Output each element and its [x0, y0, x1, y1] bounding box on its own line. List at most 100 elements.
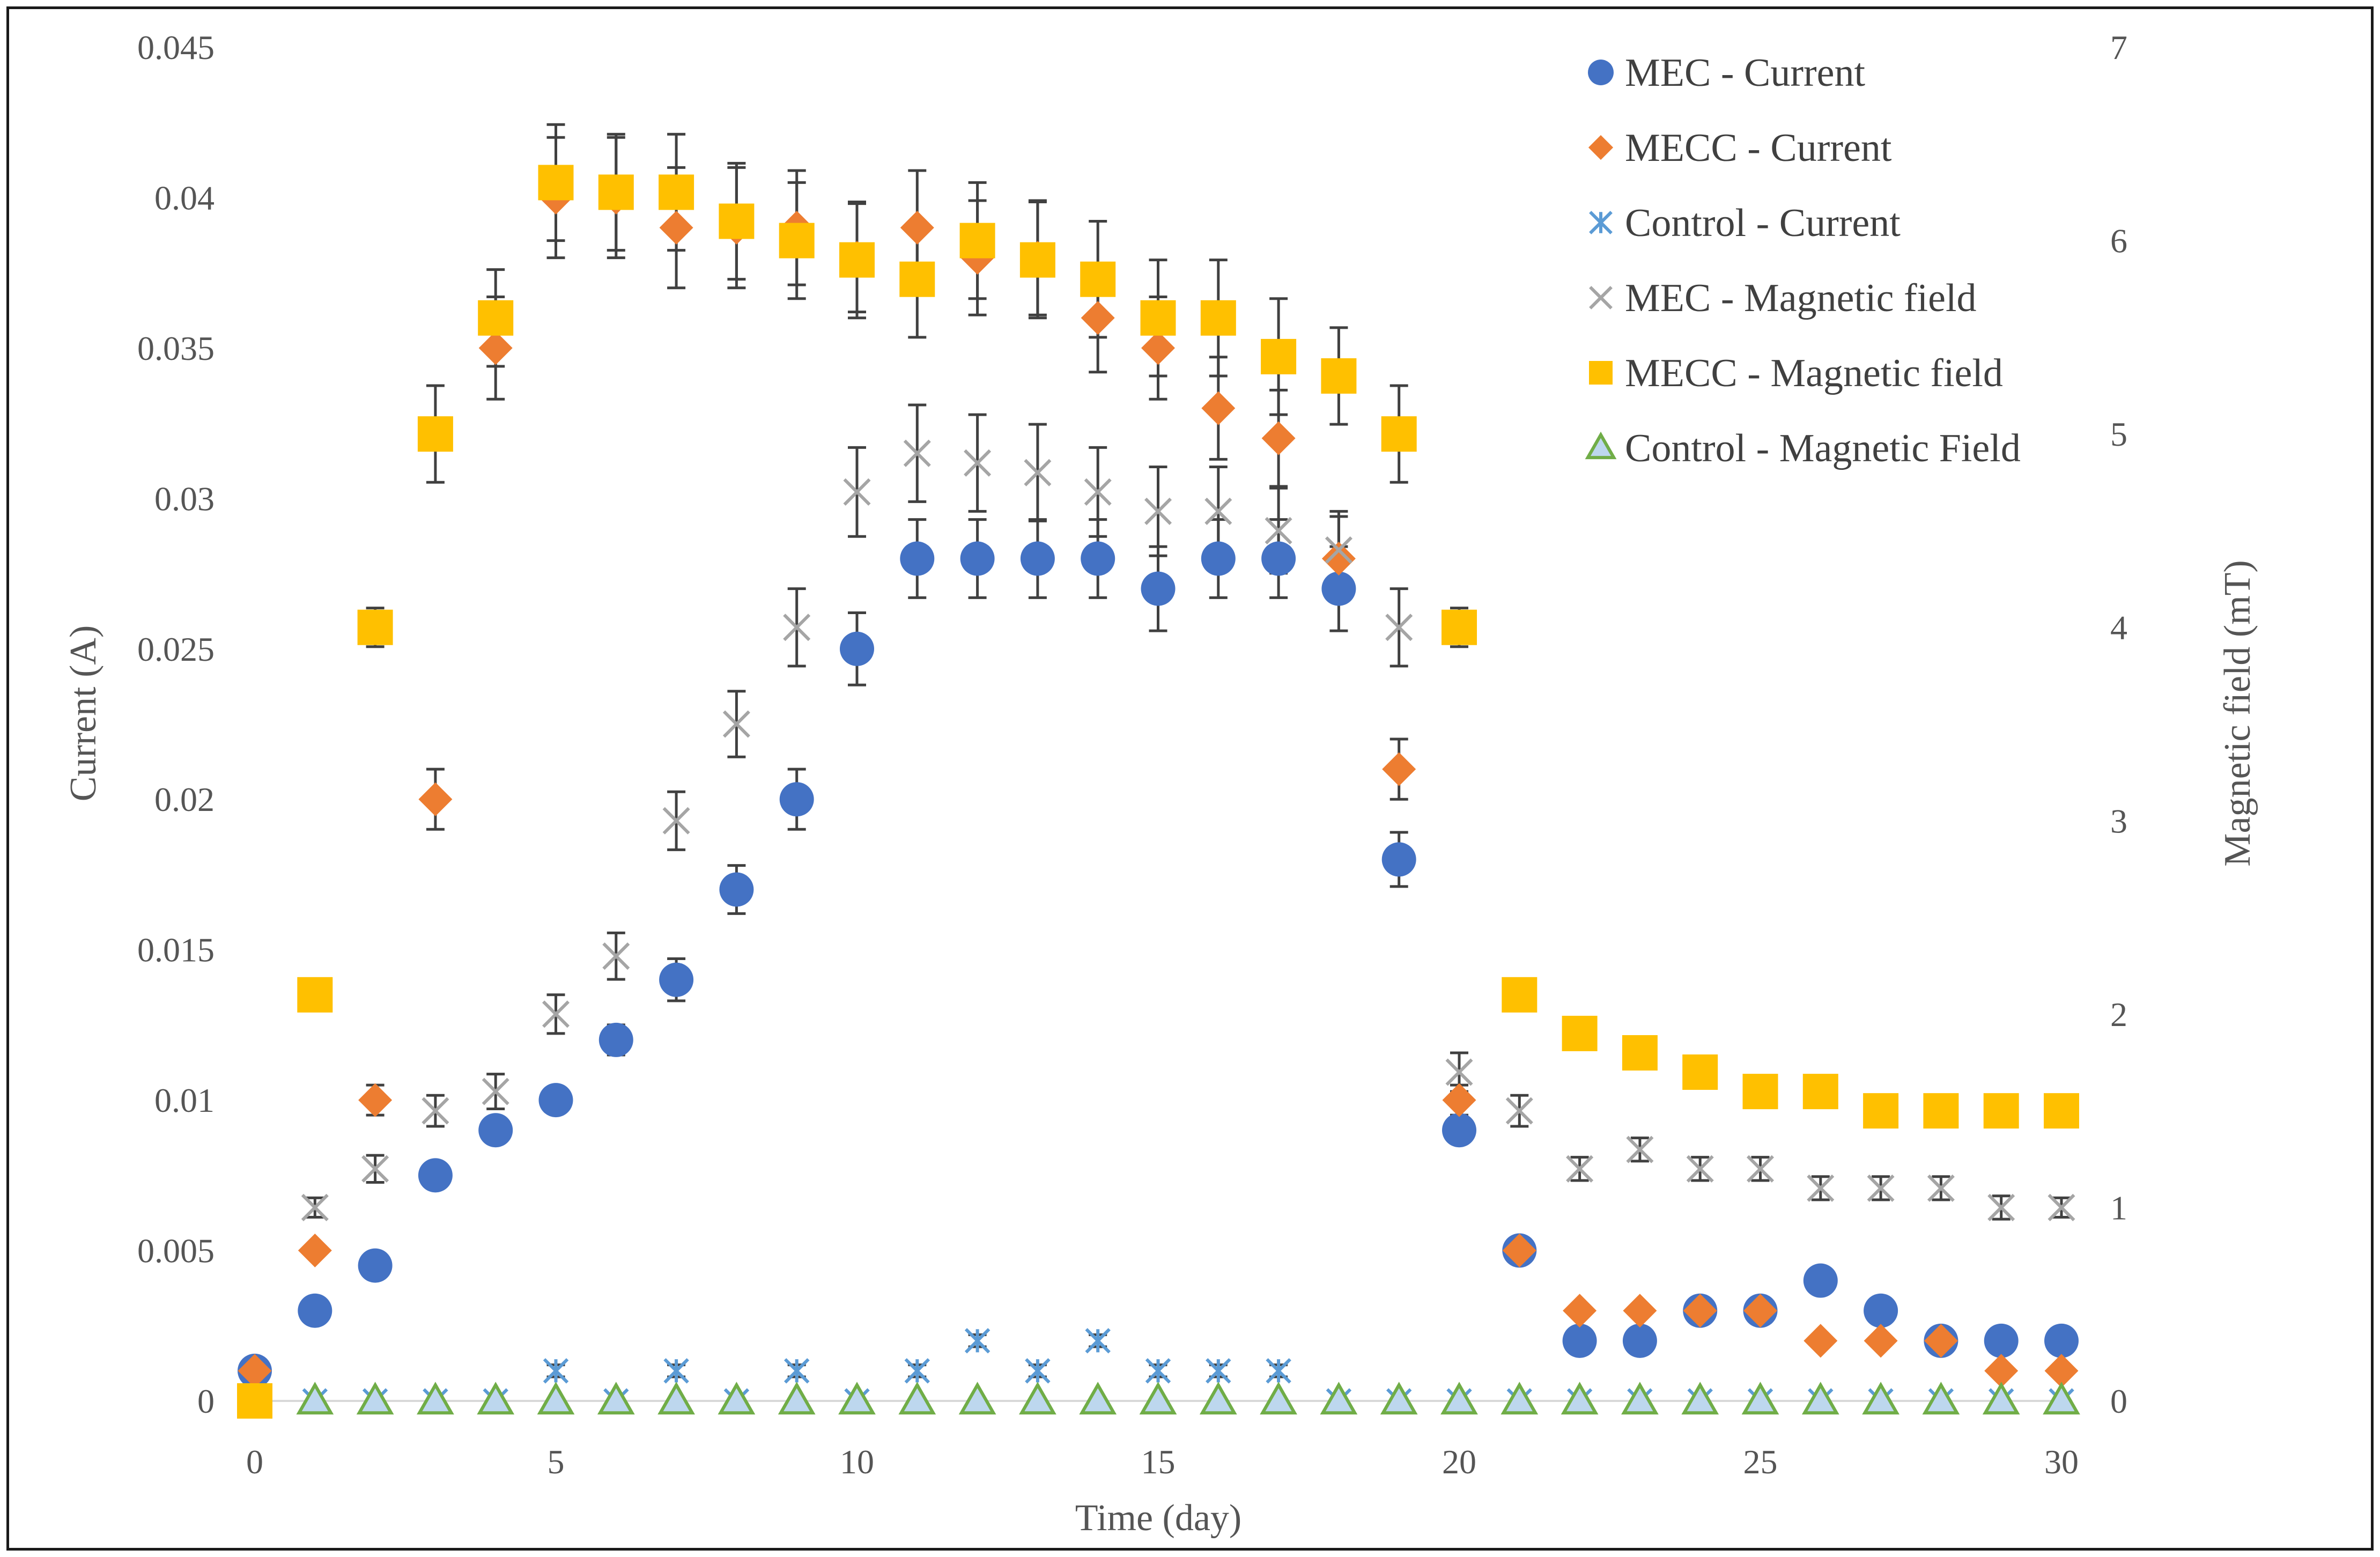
legend-label: MECC - Current	[1625, 126, 1892, 170]
point-mecc-magnetic-field	[959, 223, 995, 259]
point-control-magnetic-field	[1801, 1382, 1839, 1415]
point-control-magnetic-field	[1501, 1382, 1539, 1415]
point-control-magnetic-field	[1982, 1382, 2020, 1415]
point-control-magnetic-field	[1681, 1382, 1719, 1415]
point-mec-current	[418, 1158, 453, 1193]
point-control-current	[1266, 1358, 1291, 1384]
point-mec-magnetic-field	[1505, 1097, 1533, 1125]
legend-label: MECC - Magnetic field	[1625, 351, 2003, 395]
point-mec-magnetic-field	[1144, 497, 1172, 525]
point-mecc-magnetic-field	[899, 261, 935, 297]
point-mecc-magnetic-field	[1562, 1015, 1598, 1051]
point-mecc-magnetic-field	[2044, 1093, 2079, 1129]
y-tick-label: 0.015	[137, 931, 215, 969]
point-mecc-current	[659, 211, 693, 245]
point-mecc-magnetic-field	[1381, 416, 1417, 452]
point-mec-magnetic-field	[602, 942, 630, 970]
point-mec-current	[2044, 1323, 2079, 1358]
point-control-magnetic-field	[1260, 1382, 1297, 1415]
point-mec-magnetic-field	[542, 1000, 570, 1028]
point-mecc-magnetic-field	[357, 609, 393, 645]
x-tick-label: 0	[246, 1443, 263, 1481]
point-control-magnetic-field	[838, 1382, 876, 1415]
point-control-magnetic-field	[1862, 1382, 1899, 1415]
point-control-current	[543, 1358, 569, 1384]
y2-axis-label: Magnetic field (mT)	[2217, 560, 2258, 866]
legend: MEC - Current MECC - Current Control - Cur…	[1585, 51, 2021, 470]
y2-tick-label: 1	[2110, 1189, 2127, 1227]
point-mecc-current	[1081, 301, 1115, 335]
point-mecc-current	[1261, 421, 1296, 455]
y2-tick-label: 3	[2110, 802, 2127, 840]
point-control-current	[1025, 1358, 1051, 1384]
point-mecc-current	[1321, 542, 1356, 576]
point-mecc-current	[298, 1234, 332, 1268]
point-control-magnetic-field	[1380, 1382, 1418, 1415]
point-mecc-current	[1864, 1324, 1898, 1358]
point-control-magnetic-field	[1079, 1382, 1117, 1415]
point-mecc-magnetic-field	[478, 300, 514, 336]
point-mec-current	[1321, 571, 1356, 606]
x-axis-label: Time (day)	[1075, 1497, 1241, 1539]
point-mec-magnetic-field	[361, 1155, 389, 1183]
point-control-magnetic-field	[1440, 1382, 1478, 1415]
point-mec-magnetic-field	[722, 710, 750, 738]
y-tick-label: 0.01	[154, 1081, 215, 1119]
x-tick-label: 25	[1743, 1443, 1778, 1481]
point-mecc-current	[418, 782, 453, 816]
y-tick-label: 0.005	[137, 1232, 215, 1270]
point-control-current	[1206, 1358, 1231, 1384]
y2-tick-label: 5	[2110, 415, 2127, 453]
point-mec-magnetic-field	[783, 614, 811, 641]
x-tick-label: 30	[2044, 1443, 2079, 1481]
point-mec-magnetic-field	[1325, 536, 1352, 564]
point-mecc-current	[478, 331, 513, 365]
point-control-magnetic-field	[898, 1382, 936, 1415]
point-control-magnetic-field	[417, 1382, 454, 1415]
point-control-current	[1085, 1328, 1111, 1354]
point-mec-magnetic-field	[301, 1193, 329, 1221]
point-mec-magnetic-field	[1987, 1193, 2015, 1221]
point-mec-current	[1081, 541, 1115, 576]
point-control-current	[784, 1358, 810, 1384]
point-mecc-magnetic-field	[839, 242, 875, 278]
point-mecc-current	[1201, 391, 1236, 425]
point-mec-current	[478, 1113, 513, 1148]
tick-labels: 0 5 10 15 20 25 3000.0050.010.0150.020.0250.03…	[137, 28, 2127, 1481]
legend-label: Control - Current	[1625, 201, 1901, 245]
point-mecc-magnetic-field	[598, 174, 634, 210]
y-tick-label: 0	[197, 1382, 215, 1420]
y2-tick-label: 4	[2110, 609, 2127, 647]
point-mecc-magnetic-field	[1502, 977, 1538, 1013]
point-mecc-current	[1924, 1324, 1958, 1358]
y-tick-label: 0.025	[137, 630, 215, 668]
legend-label: MEC - Magnetic field	[1625, 276, 1977, 320]
point-mec-magnetic-field	[1807, 1174, 1835, 1202]
point-control-magnetic-field	[1621, 1382, 1659, 1415]
point-mecc-current	[1984, 1354, 2019, 1388]
legend-marker	[1588, 135, 1614, 160]
x-tick-label: 10	[840, 1443, 874, 1481]
y2-tick-label: 7	[2110, 28, 2127, 67]
y-tick-label: 0.03	[154, 479, 215, 518]
point-mecc-current	[238, 1354, 272, 1388]
point-mecc-current	[358, 1083, 393, 1117]
point-control-magnetic-field	[1019, 1382, 1056, 1415]
point-mec-magnetic-field	[903, 439, 931, 467]
point-mecc-magnetic-field	[538, 165, 574, 201]
point-mec-magnetic-field	[843, 478, 871, 506]
point-mecc-magnetic-field	[1863, 1093, 1899, 1129]
point-mecc-magnetic-field	[1742, 1074, 1778, 1110]
point-mec-magnetic-field	[1686, 1155, 1714, 1183]
x-tick-label: 5	[548, 1443, 565, 1481]
point-mecc-current	[1382, 752, 1416, 786]
point-mecc-magnetic-field	[1140, 300, 1176, 336]
point-control-magnetic-field	[778, 1382, 816, 1415]
point-mecc-magnetic-field	[1200, 300, 1236, 336]
point-mecc-current	[1442, 1083, 1476, 1117]
y2-tick-label: 0	[2110, 1382, 2127, 1420]
legend-label: MEC - Current	[1625, 51, 1865, 95]
point-mec-current	[900, 541, 935, 576]
point-mecc-magnetic-field	[417, 416, 453, 452]
point-mecc-magnetic-field	[1802, 1074, 1838, 1110]
